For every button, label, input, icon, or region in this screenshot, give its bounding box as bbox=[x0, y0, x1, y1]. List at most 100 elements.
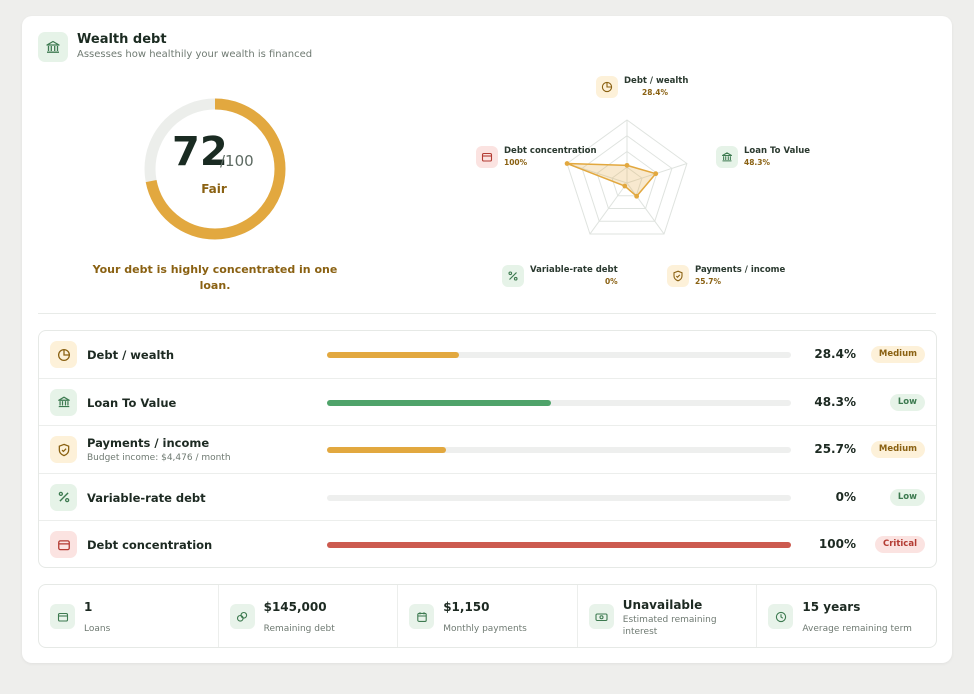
wealth-debt-card: Wealth debt Assesses how healthily your … bbox=[22, 16, 952, 663]
radar-axis-name: Payments / income bbox=[695, 265, 786, 275]
metric-row-loan-to-value: Loan To Value 48.3% Low bbox=[39, 379, 936, 426]
metric-name: Debt / wealth bbox=[87, 348, 175, 362]
percent-icon bbox=[50, 483, 77, 511]
bank-icon bbox=[50, 388, 77, 416]
stat-value: $1,150 bbox=[443, 600, 490, 614]
metric-bar-track bbox=[327, 447, 791, 453]
metric-row-debt-concentration: Debt concentration 100% Critical bbox=[39, 521, 936, 567]
radar-point bbox=[653, 171, 659, 177]
metrics-list: Debt / wealth 28.4% Medium Loan To Value… bbox=[38, 330, 937, 568]
radar-axis-name: Loan To Value bbox=[744, 146, 811, 156]
wallet-icon bbox=[476, 146, 498, 168]
radar-label-variable-rate: Variable-rate debt 0% bbox=[502, 265, 618, 287]
metric-bar-track bbox=[327, 494, 791, 501]
radar-axis-value: 28.4% bbox=[642, 88, 669, 97]
coins-icon bbox=[229, 604, 255, 629]
stat-label: Remaining debt bbox=[263, 624, 335, 634]
metric-name: Variable-rate debt bbox=[87, 490, 206, 505]
clock-icon bbox=[768, 604, 794, 629]
radar-axis-value: 48.3% bbox=[744, 158, 771, 167]
radar-grid-ring bbox=[581, 135, 673, 222]
radar-point bbox=[622, 183, 628, 189]
metric-bar-track bbox=[327, 399, 791, 406]
radar-axis-value: 0% bbox=[604, 277, 618, 286]
stat-label: Monthly payments bbox=[443, 624, 527, 634]
stat-value: Unavailable bbox=[622, 598, 703, 612]
status-badge: Low bbox=[889, 393, 925, 411]
metric-row-payments-income: Payments / income Budget income: $4,476 … bbox=[39, 426, 936, 474]
stat-remaining-debt: $145,000 Remaining debt bbox=[219, 585, 399, 647]
metric-bar-track bbox=[327, 542, 791, 548]
radar-grid-ring bbox=[596, 150, 658, 209]
stat-label: Estimated remaining interest bbox=[622, 615, 717, 637]
radar-label-loan-to-value: Loan To Value 48.3% bbox=[716, 146, 810, 168]
shield-icon bbox=[667, 265, 689, 287]
calendar-icon bbox=[409, 604, 435, 629]
radar-grid-ring bbox=[611, 166, 643, 197]
bank-icon bbox=[38, 32, 68, 62]
metric-value: 48.3% bbox=[814, 394, 856, 409]
stat-value: 15 years bbox=[802, 600, 861, 614]
status-badge: Medium bbox=[870, 441, 925, 458]
shield-icon bbox=[50, 436, 77, 463]
stat-label: Average remaining term bbox=[802, 624, 912, 634]
card-title: Wealth debt bbox=[77, 32, 167, 47]
metric-subtitle: Budget income: $4,476 / month bbox=[87, 453, 231, 463]
radar-axis-name: Debt / wealth bbox=[624, 76, 689, 86]
score-value: 72 bbox=[172, 129, 228, 175]
radar-point bbox=[634, 193, 640, 199]
radar-axis-line bbox=[589, 182, 628, 235]
radar-axis-value: 100% bbox=[504, 158, 528, 167]
stat-value: 1 bbox=[84, 600, 93, 614]
radar-axis-name: Debt concentration bbox=[504, 146, 597, 156]
metric-name: Payments / income bbox=[87, 436, 210, 450]
stat-loans: 1 Loans bbox=[39, 585, 219, 647]
radar-label-debt-wealth: Debt / wealth 28.4% bbox=[596, 76, 688, 98]
section-divider bbox=[38, 313, 936, 314]
metric-name: Debt concentration bbox=[87, 538, 213, 552]
radar-axis-name: Variable-rate debt bbox=[530, 265, 618, 275]
metric-bar-fill bbox=[327, 352, 459, 358]
score-gauge bbox=[144, 98, 286, 240]
wallet-icon bbox=[50, 531, 77, 558]
radar-axis-value: 25.7% bbox=[695, 277, 722, 286]
stat-remaining-term: 15 years Average remaining term bbox=[757, 585, 936, 647]
banknote-icon bbox=[588, 604, 614, 629]
metric-value: 0% bbox=[835, 489, 856, 504]
stat-monthly-payments: $1,150 Monthly payments bbox=[398, 585, 578, 647]
metric-name: Loan To Value bbox=[87, 395, 177, 410]
metric-bar-fill bbox=[327, 542, 791, 548]
metric-row-variable-rate: Variable-rate debt 0% Low bbox=[39, 474, 936, 521]
radar-axis-line bbox=[626, 182, 665, 235]
metric-value: 28.4% bbox=[814, 347, 856, 361]
metric-value: 25.7% bbox=[814, 442, 856, 456]
pie-chart-icon bbox=[50, 341, 77, 368]
radar-label-debt-concentration: Debt concentration 100% bbox=[476, 146, 597, 168]
status-badge: Critical bbox=[874, 536, 925, 553]
radar-area bbox=[566, 162, 658, 198]
stat-label: Loans bbox=[84, 624, 111, 634]
summary-stats: 1 Loans $145,000 Remaining debt $1,150 M… bbox=[38, 584, 937, 648]
status-badge: Low bbox=[889, 488, 925, 506]
radar-chart bbox=[564, 119, 688, 235]
card-subtitle: Assesses how healthily your wealth is fi… bbox=[77, 49, 313, 60]
metric-bar-fill bbox=[327, 399, 552, 406]
pie-chart-icon bbox=[596, 76, 618, 98]
radar-point bbox=[564, 161, 570, 166]
metric-bar-track bbox=[327, 352, 791, 358]
percent-icon bbox=[502, 265, 524, 287]
score-message: Your debt is highly concentrated in one … bbox=[92, 263, 338, 292]
wallet-icon bbox=[50, 604, 75, 629]
radar-grid-ring bbox=[566, 119, 688, 235]
metric-value: 100% bbox=[818, 537, 856, 551]
status-badge: Medium bbox=[870, 346, 925, 363]
stat-value: $145,000 bbox=[263, 600, 327, 614]
metric-bar-fill bbox=[327, 447, 447, 453]
radar-point bbox=[624, 162, 630, 168]
radar-label-payments-income: Payments / income 25.7% bbox=[667, 265, 785, 287]
bank-icon bbox=[716, 146, 738, 168]
metric-row-debt-wealth: Debt / wealth 28.4% Medium bbox=[39, 331, 936, 379]
stat-remaining-interest: Unavailable Estimated remaining interest bbox=[578, 585, 758, 647]
score-max: /100 bbox=[220, 152, 254, 170]
score-label: Fair bbox=[201, 182, 227, 196]
